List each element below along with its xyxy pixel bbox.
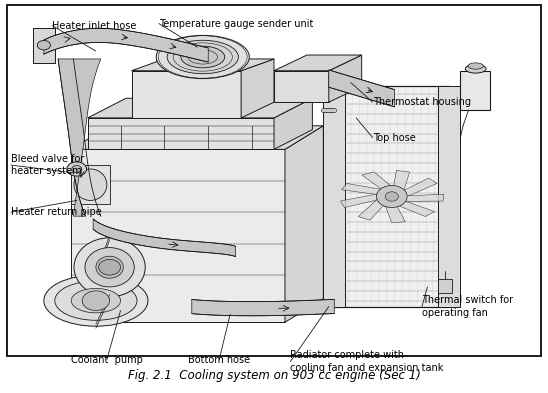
Polygon shape (323, 86, 345, 307)
Circle shape (37, 40, 50, 50)
Polygon shape (274, 98, 312, 149)
Ellipse shape (465, 64, 486, 73)
Polygon shape (192, 299, 334, 316)
Ellipse shape (167, 40, 238, 73)
Circle shape (67, 162, 87, 176)
Text: Coolant  pump: Coolant pump (71, 354, 143, 365)
Polygon shape (132, 59, 274, 71)
Circle shape (376, 185, 407, 208)
Polygon shape (384, 196, 406, 222)
Polygon shape (358, 196, 392, 220)
Text: Bleed valve for
heater system: Bleed valve for heater system (11, 154, 84, 176)
Text: Thermostat housing: Thermostat housing (373, 97, 471, 107)
Polygon shape (438, 279, 452, 293)
Polygon shape (71, 126, 323, 149)
Polygon shape (44, 28, 208, 62)
Polygon shape (274, 71, 329, 102)
Polygon shape (93, 219, 236, 257)
Ellipse shape (44, 275, 148, 326)
Ellipse shape (55, 281, 137, 320)
Polygon shape (438, 86, 460, 307)
Ellipse shape (181, 46, 225, 68)
Ellipse shape (74, 238, 145, 297)
Polygon shape (88, 98, 312, 118)
Polygon shape (392, 196, 435, 217)
Text: Radiator complete with
cooling fan and expansion tank: Radiator complete with cooling fan and e… (290, 351, 444, 373)
Ellipse shape (156, 35, 249, 79)
Text: Heater return pipe: Heater return pipe (11, 207, 102, 217)
Bar (7, 5, 541, 356)
Ellipse shape (71, 288, 121, 313)
Ellipse shape (74, 169, 107, 200)
Text: Heater inlet hose: Heater inlet hose (52, 20, 136, 31)
Polygon shape (362, 172, 395, 196)
Polygon shape (341, 184, 392, 196)
Polygon shape (392, 171, 409, 196)
Polygon shape (132, 71, 241, 118)
Text: Fig. 2.1  Cooling system on 903 cc engine (Sec 1): Fig. 2.1 Cooling system on 903 cc engine… (128, 369, 420, 382)
Circle shape (99, 259, 121, 275)
Text: Top hose: Top hose (373, 132, 415, 143)
Polygon shape (392, 178, 437, 196)
Polygon shape (88, 118, 274, 149)
Ellipse shape (85, 248, 134, 287)
Polygon shape (460, 71, 490, 110)
Polygon shape (334, 86, 449, 307)
Polygon shape (58, 59, 101, 216)
Ellipse shape (96, 256, 123, 278)
Polygon shape (340, 194, 392, 208)
Text: Temperature gauge sender unit: Temperature gauge sender unit (159, 18, 313, 29)
Text: Bottom hose: Bottom hose (188, 354, 250, 365)
Circle shape (82, 291, 110, 310)
Polygon shape (71, 149, 285, 322)
Polygon shape (33, 28, 55, 63)
Text: Thermal switch for
operating fan: Thermal switch for operating fan (422, 296, 513, 318)
Polygon shape (274, 55, 362, 71)
Polygon shape (329, 70, 395, 107)
Circle shape (385, 192, 398, 201)
Ellipse shape (468, 63, 483, 69)
Circle shape (72, 165, 82, 173)
Polygon shape (241, 59, 274, 118)
Polygon shape (285, 126, 323, 322)
Polygon shape (71, 165, 110, 204)
Polygon shape (329, 55, 362, 102)
Polygon shape (392, 194, 444, 202)
